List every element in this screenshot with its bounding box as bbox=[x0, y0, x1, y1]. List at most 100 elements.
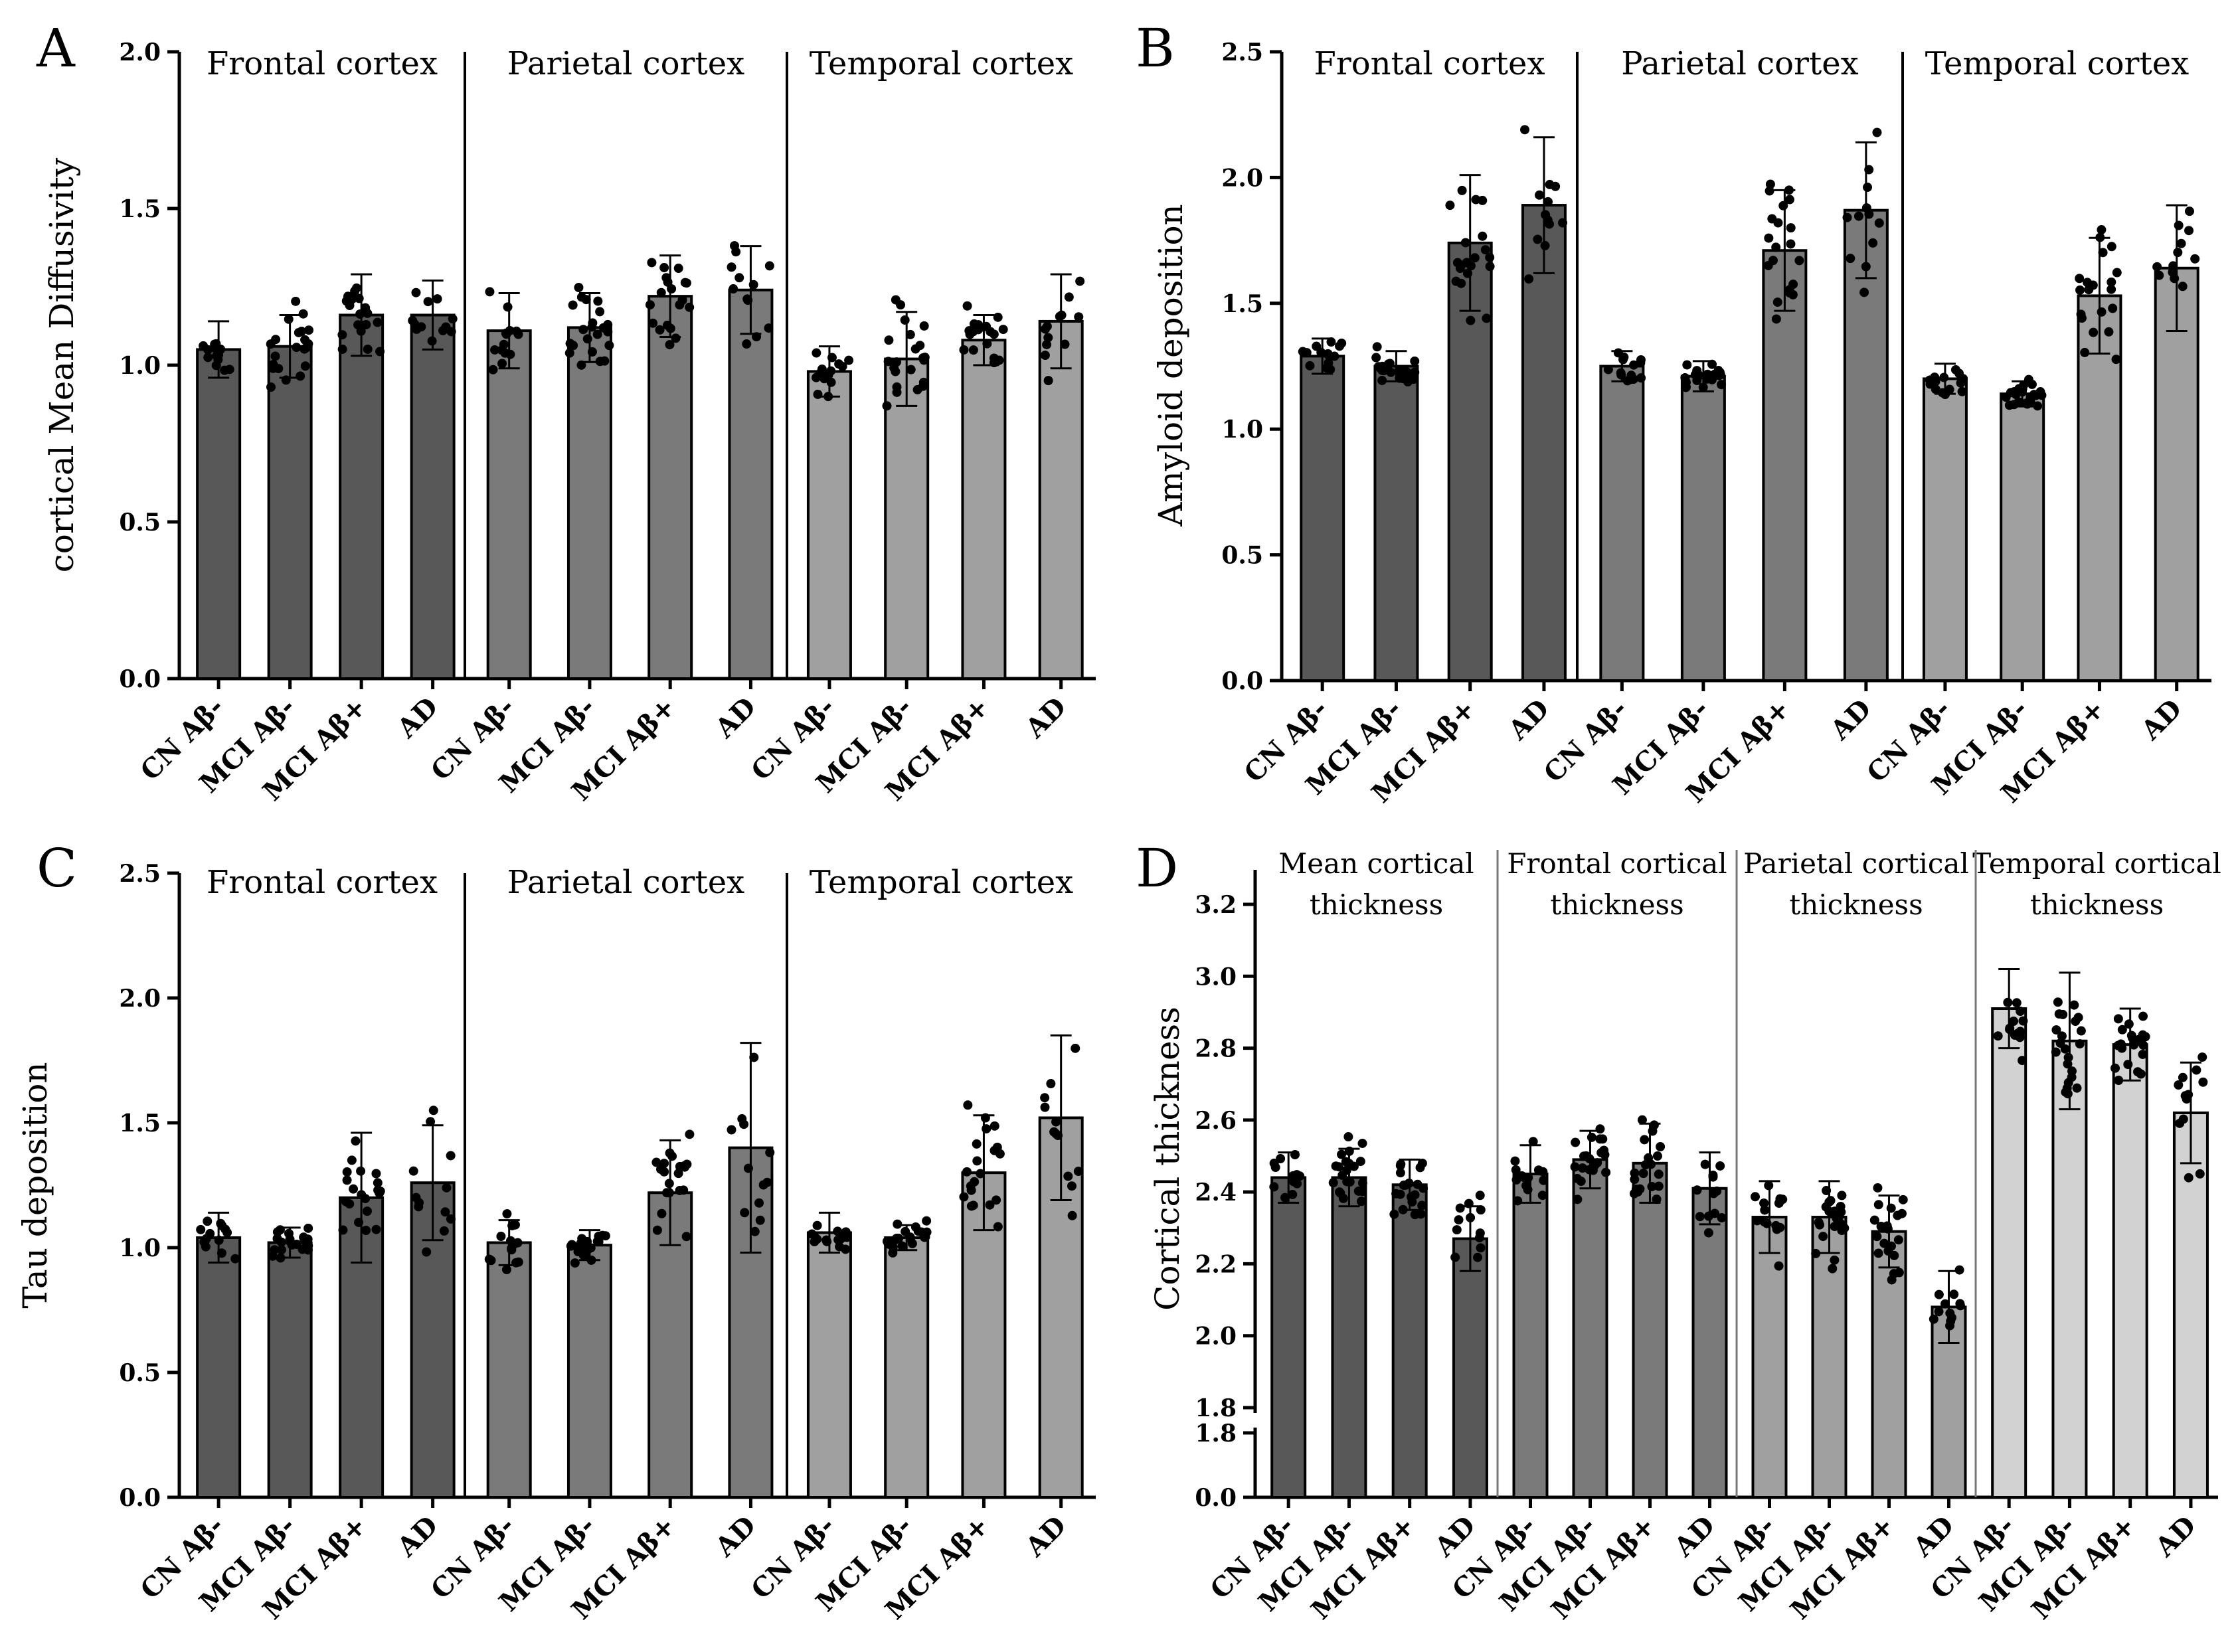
data-point bbox=[1520, 125, 1530, 135]
data-point bbox=[1040, 324, 1050, 334]
data-point bbox=[1929, 1314, 1938, 1324]
data-point bbox=[2123, 1060, 2133, 1070]
data-point bbox=[1636, 355, 1646, 365]
data-point bbox=[497, 345, 507, 355]
data-point bbox=[1707, 374, 1717, 384]
bar bbox=[1762, 249, 1808, 682]
data-point bbox=[1654, 1181, 1664, 1191]
bar bbox=[647, 295, 693, 681]
data-point bbox=[1396, 1159, 1406, 1169]
data-point bbox=[345, 1199, 355, 1209]
data-point bbox=[647, 258, 657, 268]
data-point bbox=[762, 1177, 772, 1187]
data-point bbox=[1417, 1158, 1427, 1168]
x-tick-label: AD bbox=[390, 691, 444, 744]
data-point bbox=[892, 387, 902, 397]
data-point bbox=[422, 1247, 432, 1257]
panel-label: D bbox=[1136, 837, 1178, 899]
panel-label: A bbox=[36, 17, 76, 79]
group-title: Frontal cortex bbox=[1314, 45, 1545, 82]
data-point bbox=[841, 1244, 851, 1254]
data-point bbox=[1786, 239, 1796, 249]
y-axis-label: Tau deposition bbox=[16, 1062, 54, 1308]
data-point bbox=[270, 351, 280, 361]
data-point bbox=[1764, 233, 1774, 243]
data-point bbox=[1654, 1169, 1664, 1179]
data-point bbox=[1060, 339, 1070, 349]
data-point bbox=[1478, 231, 1488, 241]
data-point bbox=[740, 1208, 750, 1218]
data-point bbox=[2195, 1169, 2205, 1179]
data-point bbox=[2117, 1043, 2127, 1053]
data-point bbox=[2075, 1039, 2085, 1049]
group-title: Parietal cortex bbox=[507, 45, 744, 82]
data-point bbox=[1772, 1224, 1782, 1234]
data-point bbox=[1774, 1261, 1784, 1271]
data-point bbox=[1640, 1160, 1650, 1170]
data-point bbox=[2129, 1040, 2139, 1050]
data-point bbox=[1476, 1243, 1486, 1253]
bar bbox=[1373, 365, 1419, 682]
data-point bbox=[1537, 1191, 1547, 1200]
data-point bbox=[962, 301, 972, 311]
data-point bbox=[414, 1202, 424, 1212]
data-point bbox=[212, 351, 222, 361]
data-point bbox=[1629, 1189, 1639, 1198]
bar bbox=[566, 1244, 612, 1499]
data-point bbox=[342, 1175, 352, 1185]
data-point bbox=[918, 377, 928, 387]
data-point bbox=[1630, 1175, 1640, 1185]
x-tick-label: AD bbox=[1019, 691, 1072, 744]
data-point bbox=[1385, 359, 1395, 369]
data-point bbox=[1876, 1221, 1886, 1231]
bar bbox=[1300, 355, 1345, 683]
data-point bbox=[1830, 1206, 1840, 1216]
data-point bbox=[371, 1224, 381, 1234]
data-point bbox=[1485, 262, 1495, 272]
data-point bbox=[566, 1241, 576, 1251]
data-point bbox=[575, 1242, 585, 1252]
data-point bbox=[976, 1169, 986, 1179]
data-point bbox=[1760, 1205, 1770, 1215]
data-point bbox=[1519, 1172, 1529, 1182]
data-point bbox=[1692, 1185, 1702, 1195]
group-title: thickness bbox=[1550, 888, 1683, 921]
data-point bbox=[2178, 1072, 2188, 1082]
bar bbox=[1843, 208, 1889, 683]
y-tick-label: 2.6 bbox=[1195, 1107, 1237, 1135]
data-point bbox=[813, 389, 823, 399]
data-point bbox=[972, 1139, 982, 1149]
y-tick-label: 0.5 bbox=[119, 509, 161, 537]
data-point bbox=[1703, 1228, 1713, 1238]
data-point bbox=[2012, 998, 2022, 1008]
data-point bbox=[2004, 400, 2014, 410]
data-point bbox=[2138, 1011, 2148, 1021]
data-point bbox=[1323, 349, 1333, 359]
data-point bbox=[564, 348, 574, 358]
data-point bbox=[1934, 1307, 1944, 1317]
data-point bbox=[1075, 276, 1085, 286]
data-point bbox=[2029, 390, 2039, 400]
data-point bbox=[1949, 1289, 1959, 1299]
bar bbox=[884, 357, 930, 680]
data-point bbox=[1944, 384, 1954, 394]
data-point bbox=[203, 353, 213, 363]
group-title: Temporal cortex bbox=[810, 45, 1074, 82]
data-point bbox=[268, 362, 278, 372]
bar bbox=[1391, 1183, 1428, 1499]
data-point bbox=[375, 347, 385, 357]
data-point bbox=[1349, 1161, 1359, 1171]
data-point bbox=[592, 329, 602, 339]
y-tick-label: 3.0 bbox=[1195, 963, 1237, 991]
data-point bbox=[2063, 1089, 2073, 1099]
y-tick-label: 1.0 bbox=[1221, 416, 1263, 444]
data-point bbox=[342, 1167, 352, 1177]
bar bbox=[566, 326, 612, 680]
data-point bbox=[1931, 376, 1940, 386]
data-point bbox=[488, 365, 498, 374]
data-point bbox=[2180, 1091, 2190, 1101]
x-tick-label: AD bbox=[1019, 1510, 1072, 1563]
data-point bbox=[972, 1156, 982, 1166]
data-point bbox=[765, 1147, 775, 1157]
